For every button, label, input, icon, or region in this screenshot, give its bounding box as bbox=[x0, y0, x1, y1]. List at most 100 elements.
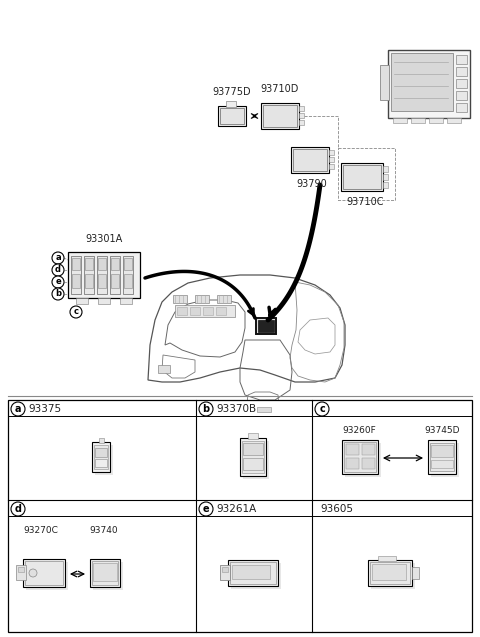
Bar bbox=[85, 274, 93, 288]
Bar bbox=[230, 562, 276, 584]
Circle shape bbox=[199, 402, 213, 416]
Bar bbox=[368, 560, 412, 586]
Bar bbox=[124, 258, 132, 270]
Bar bbox=[76, 298, 88, 304]
Bar bbox=[16, 565, 26, 580]
Bar bbox=[18, 567, 24, 572]
Bar bbox=[456, 79, 467, 88]
Text: 93710C: 93710C bbox=[346, 197, 384, 207]
Bar bbox=[175, 305, 235, 317]
Bar bbox=[255, 405, 273, 419]
Bar bbox=[23, 559, 65, 587]
Bar bbox=[362, 444, 375, 455]
Bar bbox=[391, 53, 453, 111]
Bar bbox=[90, 559, 120, 587]
Bar bbox=[158, 365, 170, 373]
Text: 93790: 93790 bbox=[296, 179, 327, 189]
Bar bbox=[329, 150, 334, 155]
Bar bbox=[299, 113, 304, 118]
Bar bbox=[98, 274, 106, 288]
Circle shape bbox=[199, 502, 213, 516]
Bar bbox=[346, 458, 359, 469]
Circle shape bbox=[315, 402, 329, 416]
Text: 93710D: 93710D bbox=[261, 84, 299, 94]
Circle shape bbox=[52, 252, 64, 264]
Bar bbox=[220, 565, 230, 580]
Text: 93745D: 93745D bbox=[424, 426, 460, 435]
Bar bbox=[299, 120, 304, 125]
Bar bbox=[346, 444, 359, 455]
Bar bbox=[257, 407, 271, 412]
Bar bbox=[110, 256, 120, 294]
Bar bbox=[256, 318, 276, 334]
Bar bbox=[329, 157, 334, 162]
Bar bbox=[232, 565, 270, 579]
Circle shape bbox=[52, 288, 64, 300]
Bar bbox=[93, 562, 123, 590]
Bar bbox=[430, 443, 454, 471]
Bar bbox=[429, 118, 443, 123]
Bar bbox=[411, 118, 425, 123]
Bar bbox=[240, 438, 266, 476]
Bar bbox=[293, 149, 327, 171]
Bar bbox=[344, 442, 376, 472]
Bar bbox=[243, 441, 269, 479]
Bar bbox=[456, 91, 467, 100]
Circle shape bbox=[52, 276, 64, 288]
Bar bbox=[94, 445, 108, 469]
Bar bbox=[123, 256, 133, 294]
Bar bbox=[120, 298, 132, 304]
Bar bbox=[226, 101, 236, 107]
Bar bbox=[456, 103, 467, 112]
Bar bbox=[345, 443, 381, 477]
Text: b: b bbox=[203, 404, 210, 414]
Bar bbox=[203, 307, 213, 315]
Bar bbox=[341, 163, 383, 191]
Bar bbox=[447, 118, 461, 123]
Text: 93375: 93375 bbox=[28, 404, 61, 414]
Bar bbox=[85, 258, 93, 270]
Bar bbox=[26, 562, 68, 590]
Bar bbox=[393, 118, 407, 123]
Bar bbox=[97, 256, 107, 294]
Text: d: d bbox=[14, 504, 22, 514]
Bar bbox=[243, 443, 263, 455]
Text: 93605: 93605 bbox=[320, 504, 353, 514]
Bar bbox=[111, 258, 119, 270]
Bar bbox=[124, 274, 132, 288]
Circle shape bbox=[11, 402, 25, 416]
Bar bbox=[190, 307, 200, 315]
Bar bbox=[72, 274, 80, 288]
Bar bbox=[343, 165, 381, 189]
Text: 93370B: 93370B bbox=[216, 404, 256, 414]
Text: c: c bbox=[73, 308, 79, 317]
Bar bbox=[248, 433, 258, 439]
Bar bbox=[92, 442, 110, 472]
Bar bbox=[261, 103, 299, 129]
Bar bbox=[68, 252, 140, 298]
Text: d: d bbox=[55, 266, 61, 275]
Bar bbox=[84, 256, 94, 294]
Bar bbox=[342, 440, 378, 474]
Bar bbox=[258, 320, 274, 332]
Bar bbox=[456, 55, 467, 64]
Bar bbox=[222, 567, 228, 572]
Bar bbox=[220, 108, 244, 124]
Bar bbox=[428, 440, 456, 474]
Text: 93270C: 93270C bbox=[24, 526, 59, 535]
Bar bbox=[291, 147, 329, 173]
Bar bbox=[231, 563, 281, 589]
Text: 93260F: 93260F bbox=[342, 426, 376, 435]
Text: e: e bbox=[203, 504, 209, 514]
Bar bbox=[92, 561, 118, 585]
Bar bbox=[98, 298, 110, 304]
Bar bbox=[242, 441, 264, 473]
Bar bbox=[431, 443, 459, 477]
Bar bbox=[456, 67, 467, 76]
Text: 93775D: 93775D bbox=[213, 87, 252, 97]
Circle shape bbox=[52, 264, 64, 276]
Bar bbox=[218, 106, 246, 126]
Bar bbox=[388, 50, 470, 118]
Bar bbox=[383, 166, 388, 172]
Circle shape bbox=[29, 569, 37, 577]
